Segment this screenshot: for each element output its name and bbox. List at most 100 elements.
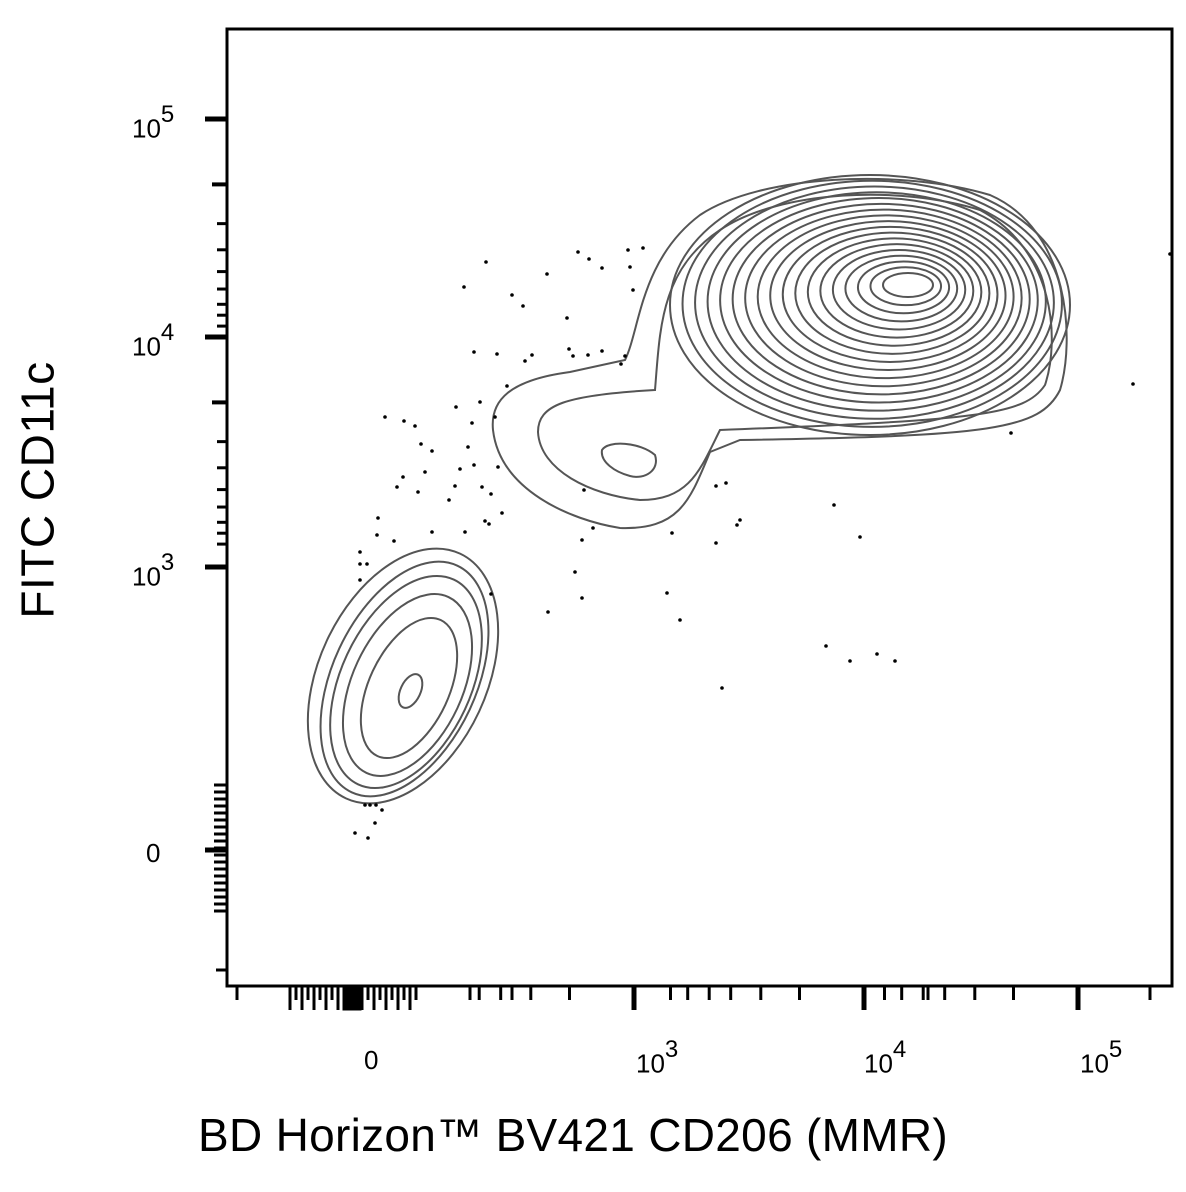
event-dot (573, 570, 577, 574)
y-tick-label: 103 (132, 549, 175, 592)
contour-level (669, 174, 1071, 436)
contour-lines (306, 174, 1071, 805)
event-dot (430, 530, 434, 534)
y-axis-ticks (205, 116, 227, 972)
event-dot (413, 424, 417, 428)
event-dot (453, 484, 457, 488)
event-dot (1009, 431, 1013, 435)
contour-envelope (536, 193, 1053, 502)
event-dot (375, 533, 379, 537)
event-dot (576, 250, 580, 254)
event-dot (738, 518, 742, 522)
x-tick-label: 104 (864, 1036, 907, 1079)
contour-level (719, 197, 1039, 404)
event-dot (546, 610, 550, 614)
contour-level (731, 202, 1031, 396)
x-zero-tick-cluster (342, 985, 362, 1011)
contour-level (397, 673, 424, 709)
event-dot (353, 831, 357, 835)
x-tick-label: 103 (636, 1036, 679, 1079)
event-dot (523, 359, 527, 363)
event-dot (478, 400, 482, 404)
event-dot (489, 492, 493, 496)
event-dot (454, 405, 458, 409)
event-dot (600, 266, 604, 270)
event-dot (483, 519, 487, 523)
event-dot (416, 490, 420, 494)
contour-level (831, 248, 967, 331)
event-dot (423, 470, 427, 474)
event-dot (628, 265, 632, 269)
event-dot (496, 465, 500, 469)
event-dot (591, 526, 595, 530)
contour-level (694, 185, 1055, 420)
contour-level (744, 208, 1023, 388)
event-dot (402, 419, 406, 423)
event-dot (470, 421, 474, 425)
contour-level (806, 237, 983, 347)
event-dot (510, 293, 514, 297)
event-dot (893, 659, 897, 663)
event-dot (582, 488, 586, 492)
event-dot (463, 530, 467, 534)
event-dot (714, 484, 718, 488)
event-dot (587, 257, 591, 261)
event-dot (374, 803, 378, 807)
event-dot (714, 541, 718, 545)
contour-level (794, 231, 991, 355)
contour-level (819, 243, 975, 339)
event-dot (480, 485, 484, 489)
event-dot (487, 522, 491, 526)
event-dot (580, 596, 584, 600)
event-dot (735, 523, 739, 527)
event-dot (875, 652, 879, 656)
event-dot (484, 260, 488, 264)
event-dot (366, 836, 370, 840)
contour-level (781, 225, 999, 363)
event-dot (462, 285, 466, 289)
event-dot (665, 591, 669, 595)
event-dot (670, 531, 674, 535)
x-tick-label: 0 (364, 1045, 379, 1075)
event-dot (545, 272, 549, 276)
event-dot (495, 352, 499, 356)
event-dot (358, 550, 362, 554)
event-dot (858, 535, 862, 539)
event-dot (392, 539, 396, 543)
event-dot (1131, 382, 1135, 386)
contour-level (341, 593, 474, 777)
event-dot (430, 449, 434, 453)
event-dot (619, 362, 623, 366)
contour-level (359, 616, 459, 760)
event-dot (472, 463, 476, 467)
event-dot (466, 445, 470, 449)
event-dot (358, 562, 362, 566)
event-dot (720, 686, 724, 690)
event-dot (373, 821, 377, 825)
event-dot (395, 485, 399, 489)
contour-level (756, 214, 1015, 380)
event-dot (824, 644, 828, 648)
contour-level (600, 442, 657, 478)
contour-level (844, 254, 959, 323)
contour-level (319, 560, 490, 798)
event-dot (678, 618, 682, 622)
y-tick-label: 0 (146, 838, 161, 868)
event-dot (419, 442, 423, 446)
x-tick-label: 105 (1080, 1036, 1123, 1079)
event-dot (401, 475, 405, 479)
event-dot (376, 516, 380, 520)
event-dot (848, 659, 852, 663)
event-dot (626, 248, 630, 252)
event-dot (521, 304, 525, 308)
event-dot (623, 354, 627, 358)
event-dot (472, 350, 476, 354)
contour-level (306, 547, 500, 805)
contour-level (769, 220, 1007, 372)
contour-level (856, 260, 951, 315)
event-dot (567, 347, 571, 351)
event-dot (489, 592, 493, 596)
event-dot (530, 353, 534, 357)
event-dot (380, 808, 384, 812)
